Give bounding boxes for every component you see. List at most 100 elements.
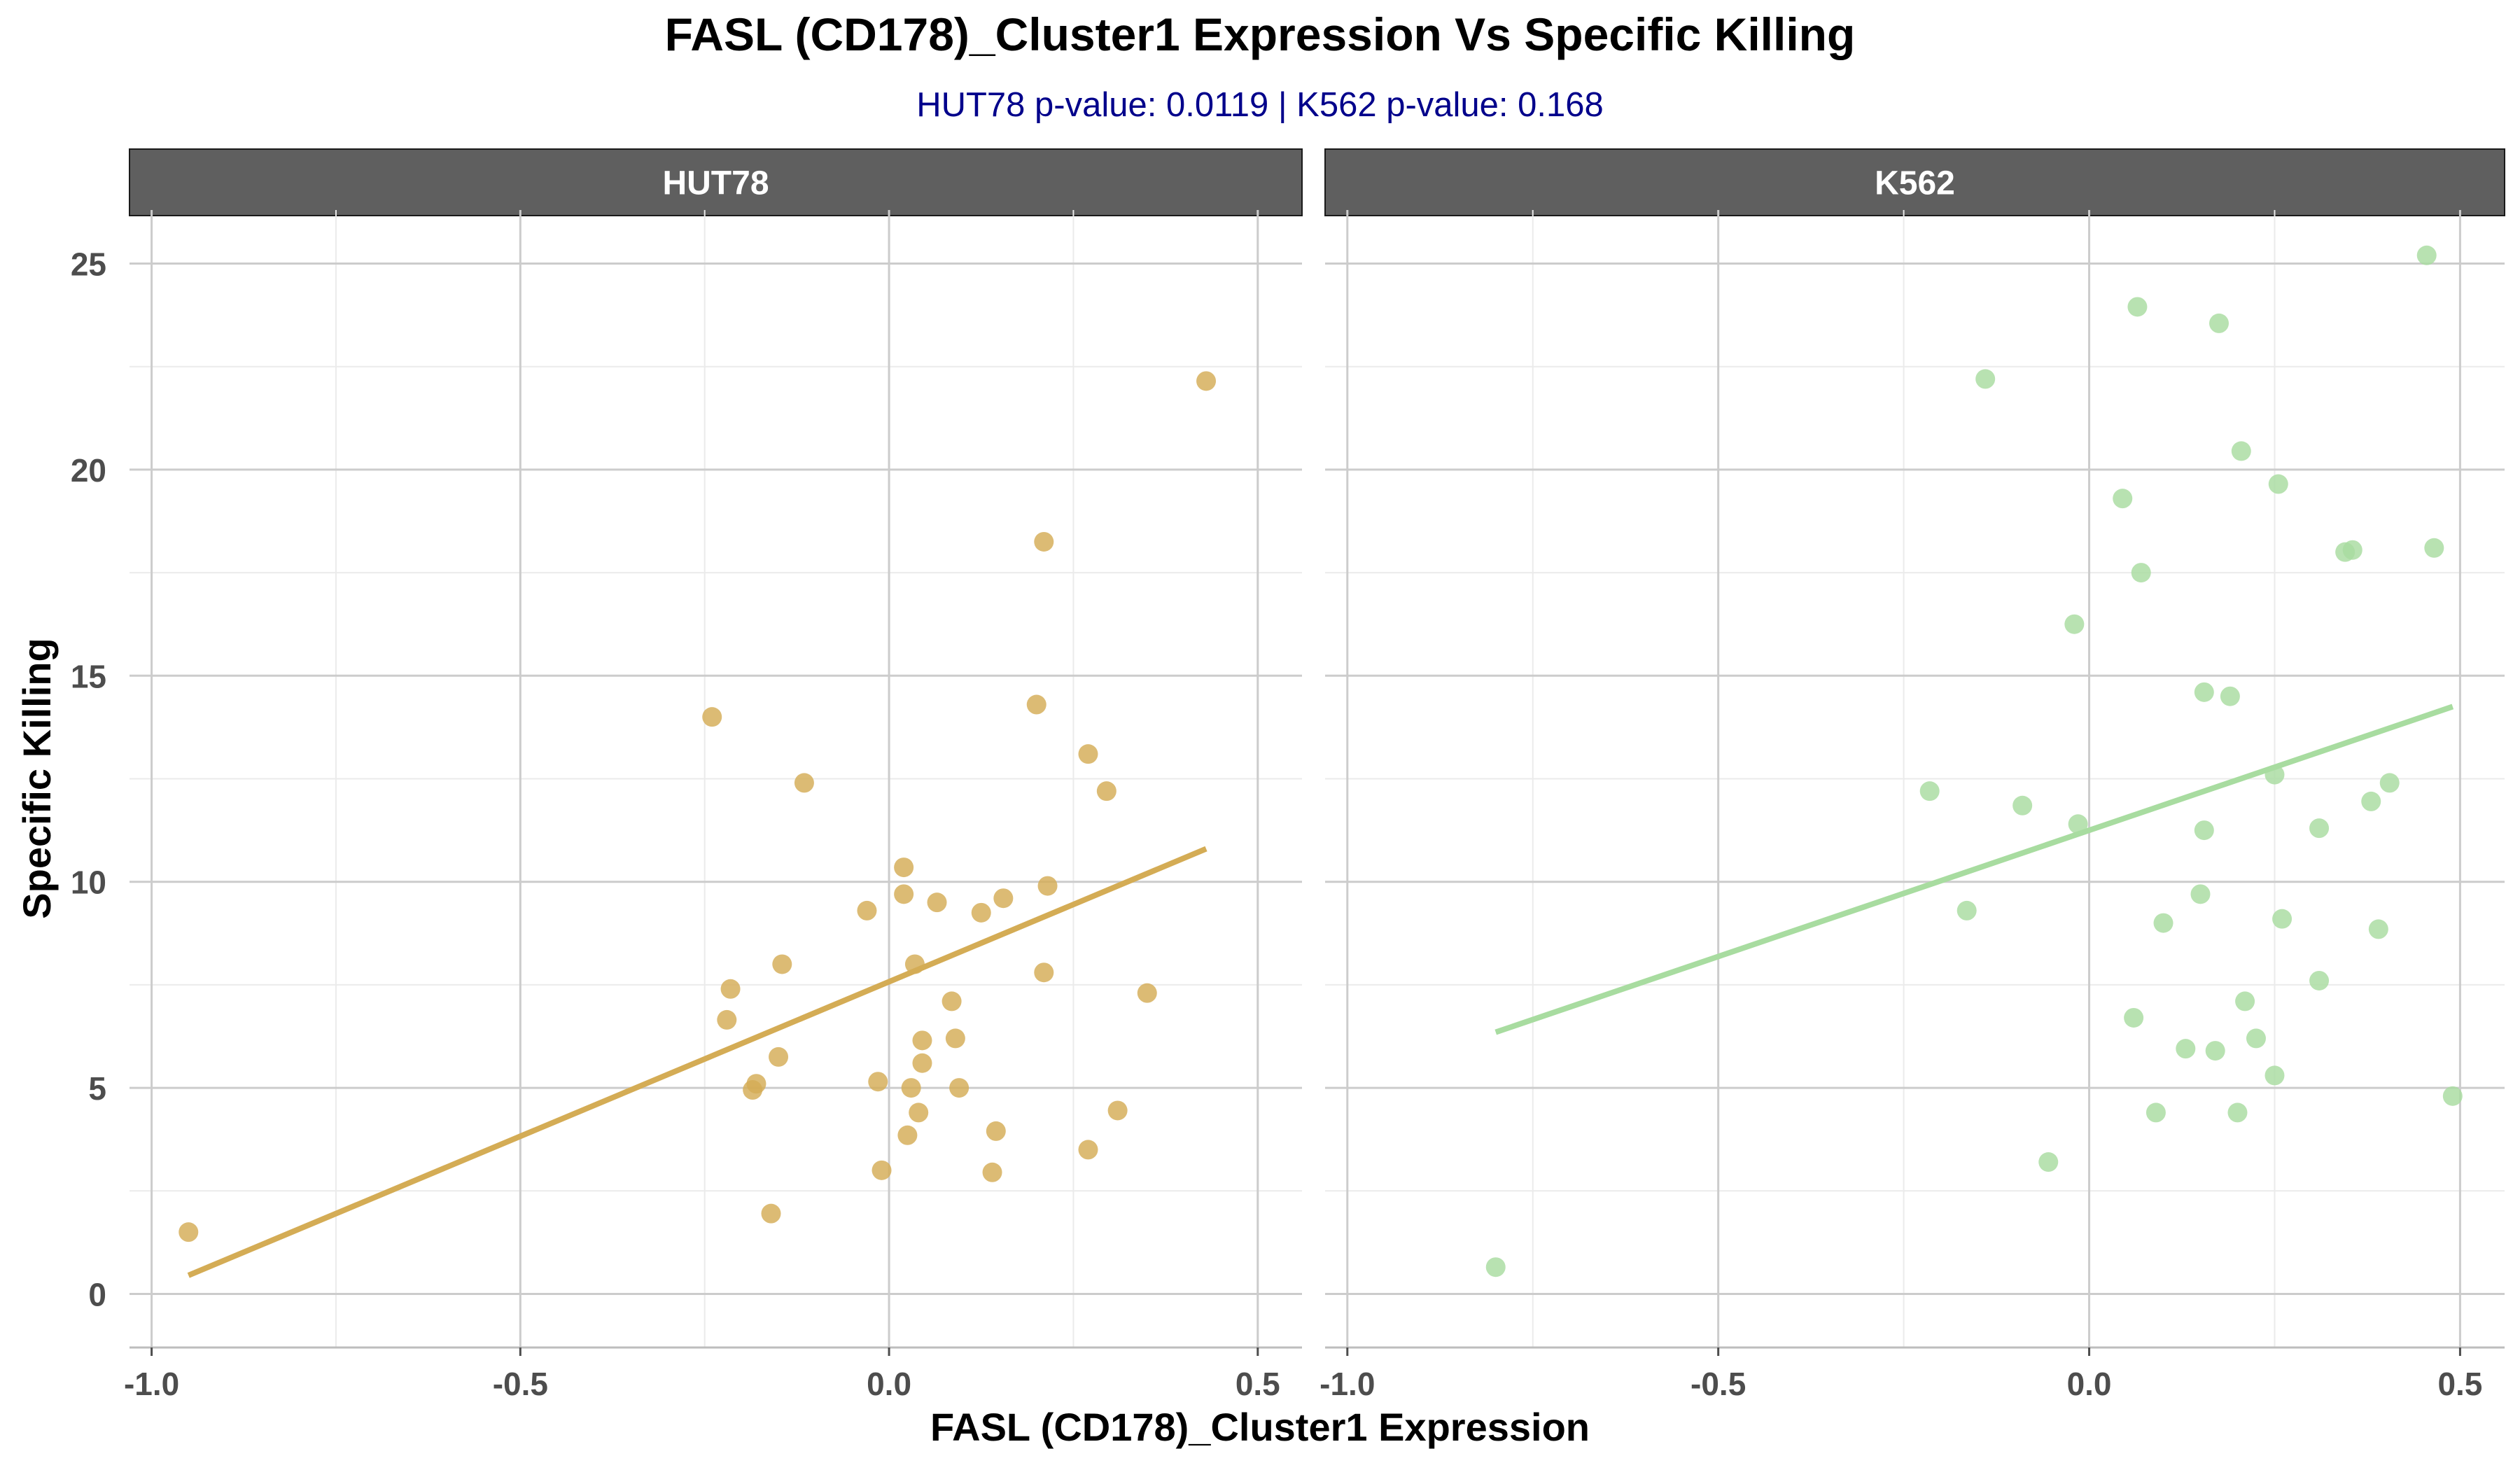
data-point <box>912 1030 932 1051</box>
y-tick-label: 15 <box>71 658 106 694</box>
data-point <box>2064 614 2085 634</box>
data-point <box>769 1046 789 1067</box>
data-point <box>2309 970 2330 990</box>
data-point <box>178 1222 199 1242</box>
y-tick-label: 25 <box>71 246 106 283</box>
data-point <box>2272 909 2292 929</box>
trend-line <box>187 846 1208 1278</box>
data-point <box>2127 297 2148 317</box>
data-point <box>909 1102 929 1123</box>
data-point <box>746 1074 766 1094</box>
y-tick-label: 0 <box>88 1276 106 1312</box>
data-point <box>2227 1102 2248 1123</box>
facet-strip-label: K562 <box>1875 165 1955 202</box>
data-point <box>945 1028 965 1049</box>
data-point <box>2038 1152 2059 1172</box>
data-point <box>872 1160 892 1180</box>
data-point <box>868 1072 888 1092</box>
data-point <box>2124 1007 2144 1028</box>
data-point <box>2361 791 2381 811</box>
data-point <box>1956 900 1977 920</box>
x-tick-label: 0.5 <box>2437 1366 2482 1402</box>
data-point <box>2068 814 2088 834</box>
data-point <box>2231 441 2251 461</box>
data-point <box>772 954 792 974</box>
panel-hut78: HUT78 -1.0 -0.5 0.0 0.5 <box>124 148 1303 1402</box>
data-point <box>2176 1039 2196 1059</box>
trend-line <box>1494 704 2454 1035</box>
y-axis: 0 5 10 15 20 25 <box>71 246 106 1313</box>
x-tick-label: 0.5 <box>1236 1366 1280 1402</box>
y-tick-label: 10 <box>71 864 106 901</box>
data-point <box>1034 531 1054 552</box>
x-tick-label: -1.0 <box>1320 1366 1375 1402</box>
chart-subtitle: HUT78 p-value: 0.0119 | K562 p-value: 0.… <box>916 86 1604 124</box>
data-point <box>1078 1140 1098 1160</box>
data-point <box>1037 876 1058 896</box>
data-point <box>2264 1065 2285 1086</box>
data-point <box>2012 795 2033 816</box>
data-point <box>794 773 814 793</box>
data-point <box>2442 1086 2463 1106</box>
facet-strip <box>129 148 1303 216</box>
facet-strip-label: HUT78 <box>662 165 769 202</box>
x-tick-label: -0.5 <box>1690 1366 1746 1402</box>
data-point <box>2131 563 2151 583</box>
data-point <box>2235 991 2255 1011</box>
data-point <box>720 979 741 999</box>
facet-strip <box>1324 148 2505 216</box>
data-point <box>1196 371 1217 391</box>
data-point <box>927 892 947 913</box>
data-point <box>2268 474 2288 494</box>
data-point <box>857 900 877 920</box>
data-point <box>761 1203 781 1224</box>
data-point <box>1485 1257 1506 1278</box>
data-point <box>702 707 722 727</box>
data-point <box>1975 369 1996 389</box>
data-point <box>894 884 914 904</box>
data-point <box>986 1121 1006 1141</box>
x-tick-label: -1.0 <box>124 1366 179 1402</box>
y-axis-label: Specific Killing <box>15 638 59 918</box>
data-point <box>1096 781 1116 802</box>
data-point <box>2246 1028 2266 1049</box>
data-point <box>971 902 991 923</box>
data-point <box>2424 538 2444 558</box>
data-point <box>1078 744 1098 764</box>
data-point <box>894 858 914 878</box>
x-tick-label: 0.0 <box>867 1366 911 1402</box>
y-tick-label: 20 <box>71 452 106 489</box>
x-tick-label: -0.5 <box>493 1366 548 1402</box>
data-point <box>941 991 962 1011</box>
data-point <box>901 1078 921 1098</box>
data-point <box>982 1162 1002 1182</box>
data-point <box>1107 1100 1128 1121</box>
x-tick-label: 0.0 <box>2067 1366 2112 1402</box>
panel-k562: K562 -1.0 -0.5 0.0 0.5 <box>1320 148 2505 1402</box>
data-point <box>2113 489 2133 509</box>
data-point <box>897 1125 918 1145</box>
chart-title: FASL (CD178)_Cluster1 Expression Vs Spec… <box>665 8 1856 60</box>
data-point <box>2190 884 2211 904</box>
panels: HUT78 -1.0 -0.5 0.0 0.5 K562 -1.0 -0.5 0.0 0.5 <box>124 148 2505 1402</box>
data-point <box>2146 1102 2166 1123</box>
data-point <box>2194 820 2214 841</box>
y-tick-label: 5 <box>88 1070 106 1107</box>
data-point <box>1026 694 1046 715</box>
x-axis-label: FASL (CD178)_Cluster1 Expression <box>930 1405 1590 1449</box>
data-point <box>2342 540 2362 560</box>
data-point <box>2379 773 2400 793</box>
data-point <box>2208 313 2229 333</box>
data-point <box>2309 818 2330 839</box>
data-point <box>993 888 1014 909</box>
data-point <box>1034 962 1054 983</box>
data-point <box>2153 913 2174 933</box>
data-point <box>912 1053 932 1073</box>
data-point <box>717 1009 737 1030</box>
data-point <box>1919 781 1940 802</box>
data-point <box>2368 919 2388 939</box>
data-point <box>2220 686 2240 706</box>
data-point <box>949 1078 969 1098</box>
